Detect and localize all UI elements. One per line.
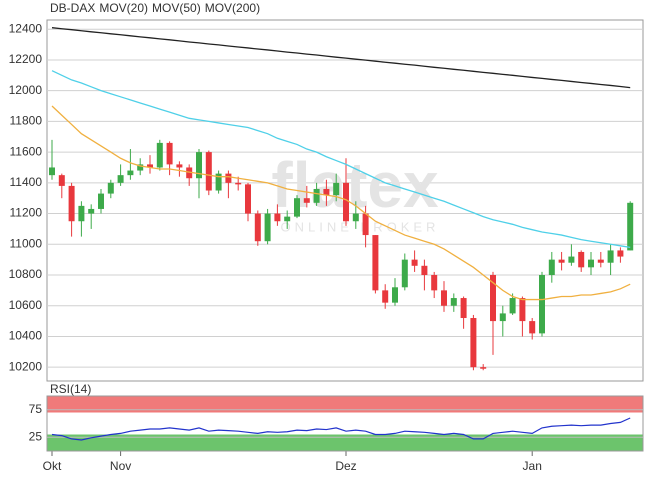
candle-body — [333, 182, 340, 196]
candle-body — [147, 164, 153, 168]
candle-body — [578, 251, 585, 268]
candle-body — [362, 213, 369, 236]
candle-body — [597, 259, 604, 263]
rsi-zone — [47, 434, 643, 451]
candle-body — [166, 142, 173, 165]
candle-body — [127, 170, 134, 176]
legend-entry: DB-DAX — [50, 1, 95, 15]
candle-body — [627, 202, 634, 251]
candle-body — [499, 313, 506, 322]
candle-body — [49, 167, 55, 176]
candle-body — [58, 175, 65, 186]
candle-body — [137, 164, 144, 171]
watermark-sub: ONLINE BROKER — [281, 219, 440, 234]
y-tick-label: 10600 — [9, 298, 43, 312]
candle-body — [176, 164, 183, 168]
y-tick-label: 10800 — [9, 267, 43, 281]
candle-body — [235, 182, 242, 185]
candle-body — [117, 175, 124, 183]
candle-body — [156, 142, 163, 168]
y-tick-label: 25 — [29, 429, 43, 443]
candle-body — [88, 208, 95, 214]
y-tick-label: 12200 — [9, 52, 43, 66]
candle-body — [568, 256, 575, 263]
candle-body — [539, 275, 545, 334]
candle-body — [519, 298, 526, 322]
candle-body — [607, 250, 614, 263]
candle-body — [196, 152, 202, 179]
y-tick-label: 75 — [29, 402, 43, 416]
candle-body — [343, 182, 349, 222]
x-tick-label: Nov — [110, 459, 131, 473]
y-tick-label: 11200 — [10, 206, 43, 220]
legend-entry: MOV(50) — [152, 1, 201, 15]
candle-body — [392, 287, 398, 303]
candle-body — [98, 193, 104, 209]
candle-body — [372, 235, 379, 291]
candle-body — [215, 173, 222, 191]
legend-entry: MOV(20) — [99, 1, 148, 15]
candle-body — [431, 275, 438, 291]
candle-body — [78, 205, 85, 222]
candle-body — [450, 298, 457, 306]
candle-body — [107, 182, 114, 194]
candle-body — [441, 290, 447, 306]
x-tick-label: Jan — [523, 459, 542, 473]
candle-body — [529, 321, 536, 334]
y-tick-label: 12400 — [9, 21, 43, 35]
candle-body — [313, 188, 320, 203]
candle-body — [284, 216, 291, 222]
plot-area — [46, 19, 644, 382]
candle-body — [205, 152, 212, 191]
candle-body — [470, 318, 477, 368]
candle-body — [558, 259, 565, 263]
candle-body — [509, 298, 516, 314]
x-tick-label: Okt — [43, 459, 62, 473]
candle-body — [68, 185, 75, 222]
moving-average — [51, 27, 631, 89]
candle-body — [382, 290, 389, 303]
x-tick-label: Dez — [335, 459, 356, 473]
candle-body — [274, 213, 281, 222]
watermark: flatex ONLINE BROKER — [271, 149, 439, 235]
y-tick-label: 11400 — [10, 175, 43, 189]
rsi-title: RSI(14) — [50, 382, 91, 396]
candle-body — [323, 188, 330, 196]
candle-body — [303, 198, 310, 203]
candle-body — [245, 184, 251, 214]
candle-body — [421, 265, 428, 276]
rsi-zone — [47, 396, 643, 413]
candle-body — [352, 213, 359, 222]
candle-body — [490, 275, 496, 322]
candle-body — [264, 213, 271, 242]
candle-body — [186, 167, 193, 179]
y-tick-label: 12000 — [9, 83, 43, 97]
y-tick-label: 11600 — [10, 144, 43, 158]
legend-entry: MOV(200) — [205, 1, 260, 15]
candle-body — [225, 173, 232, 183]
candle-body — [254, 213, 261, 242]
candle-body — [548, 259, 555, 276]
moving-average — [51, 70, 631, 248]
rsi-line — [51, 417, 631, 441]
moving-average — [51, 105, 631, 301]
y-tick-label: 11800 — [10, 114, 43, 128]
y-tick-label: 10200 — [9, 359, 43, 373]
plot-area — [46, 395, 644, 452]
candle-body — [294, 198, 300, 217]
candle-body — [617, 250, 624, 257]
candle-body — [460, 298, 467, 319]
candle-body — [588, 259, 594, 268]
candle-body — [411, 259, 418, 266]
candle-body — [480, 367, 487, 369]
candle-body — [401, 259, 408, 288]
y-tick-label: 11000 — [10, 236, 43, 250]
y-tick-label: 10400 — [9, 329, 43, 343]
